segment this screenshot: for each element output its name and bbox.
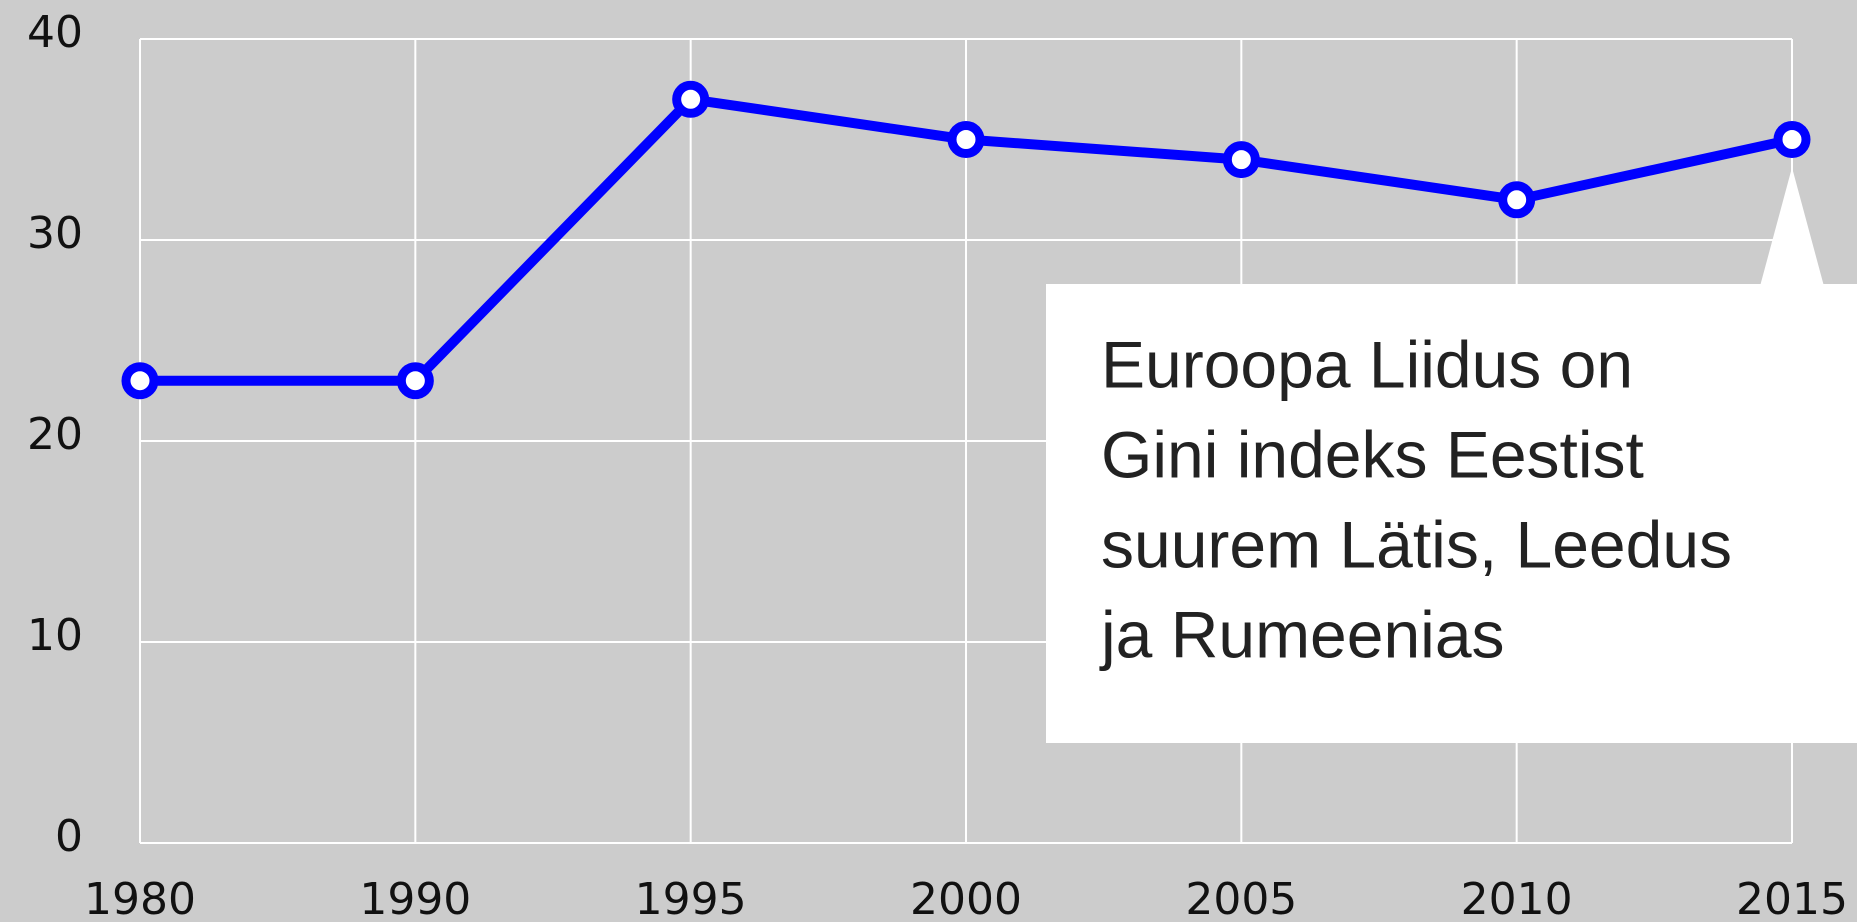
annotation-line: Euroopa Liidus on [1101, 327, 1633, 401]
y-tick-label: 30 [27, 208, 83, 259]
y-tick-label: 0 [55, 811, 83, 862]
y-tick-label: 20 [27, 409, 83, 460]
point [1773, 121, 1811, 158]
point [121, 362, 159, 400]
x-tick-label: 2005 [1185, 874, 1297, 922]
annotation-line: Gini indeks Eestist [1101, 417, 1644, 491]
x-tick-label: 2015 [1736, 874, 1848, 922]
y-tick-label: 10 [27, 610, 83, 661]
point [396, 362, 434, 400]
point [947, 121, 985, 158]
point [672, 80, 710, 118]
point [1222, 141, 1260, 179]
callout-pointer [1759, 167, 1825, 290]
callout-box [1046, 284, 1857, 743]
x-tick-label: 1990 [359, 874, 471, 922]
annotation-line: suurem Lätis, Leedus [1101, 507, 1732, 581]
x-tick-label: 1980 [84, 874, 196, 922]
annotation-line: ja Rumeenias [1099, 597, 1505, 671]
x-tick-label: 1995 [635, 874, 747, 922]
x-tick-label: 2010 [1461, 874, 1573, 922]
y-tick-label: 40 [27, 7, 83, 58]
point [1498, 181, 1536, 219]
x-tick-label: 2000 [910, 874, 1022, 922]
